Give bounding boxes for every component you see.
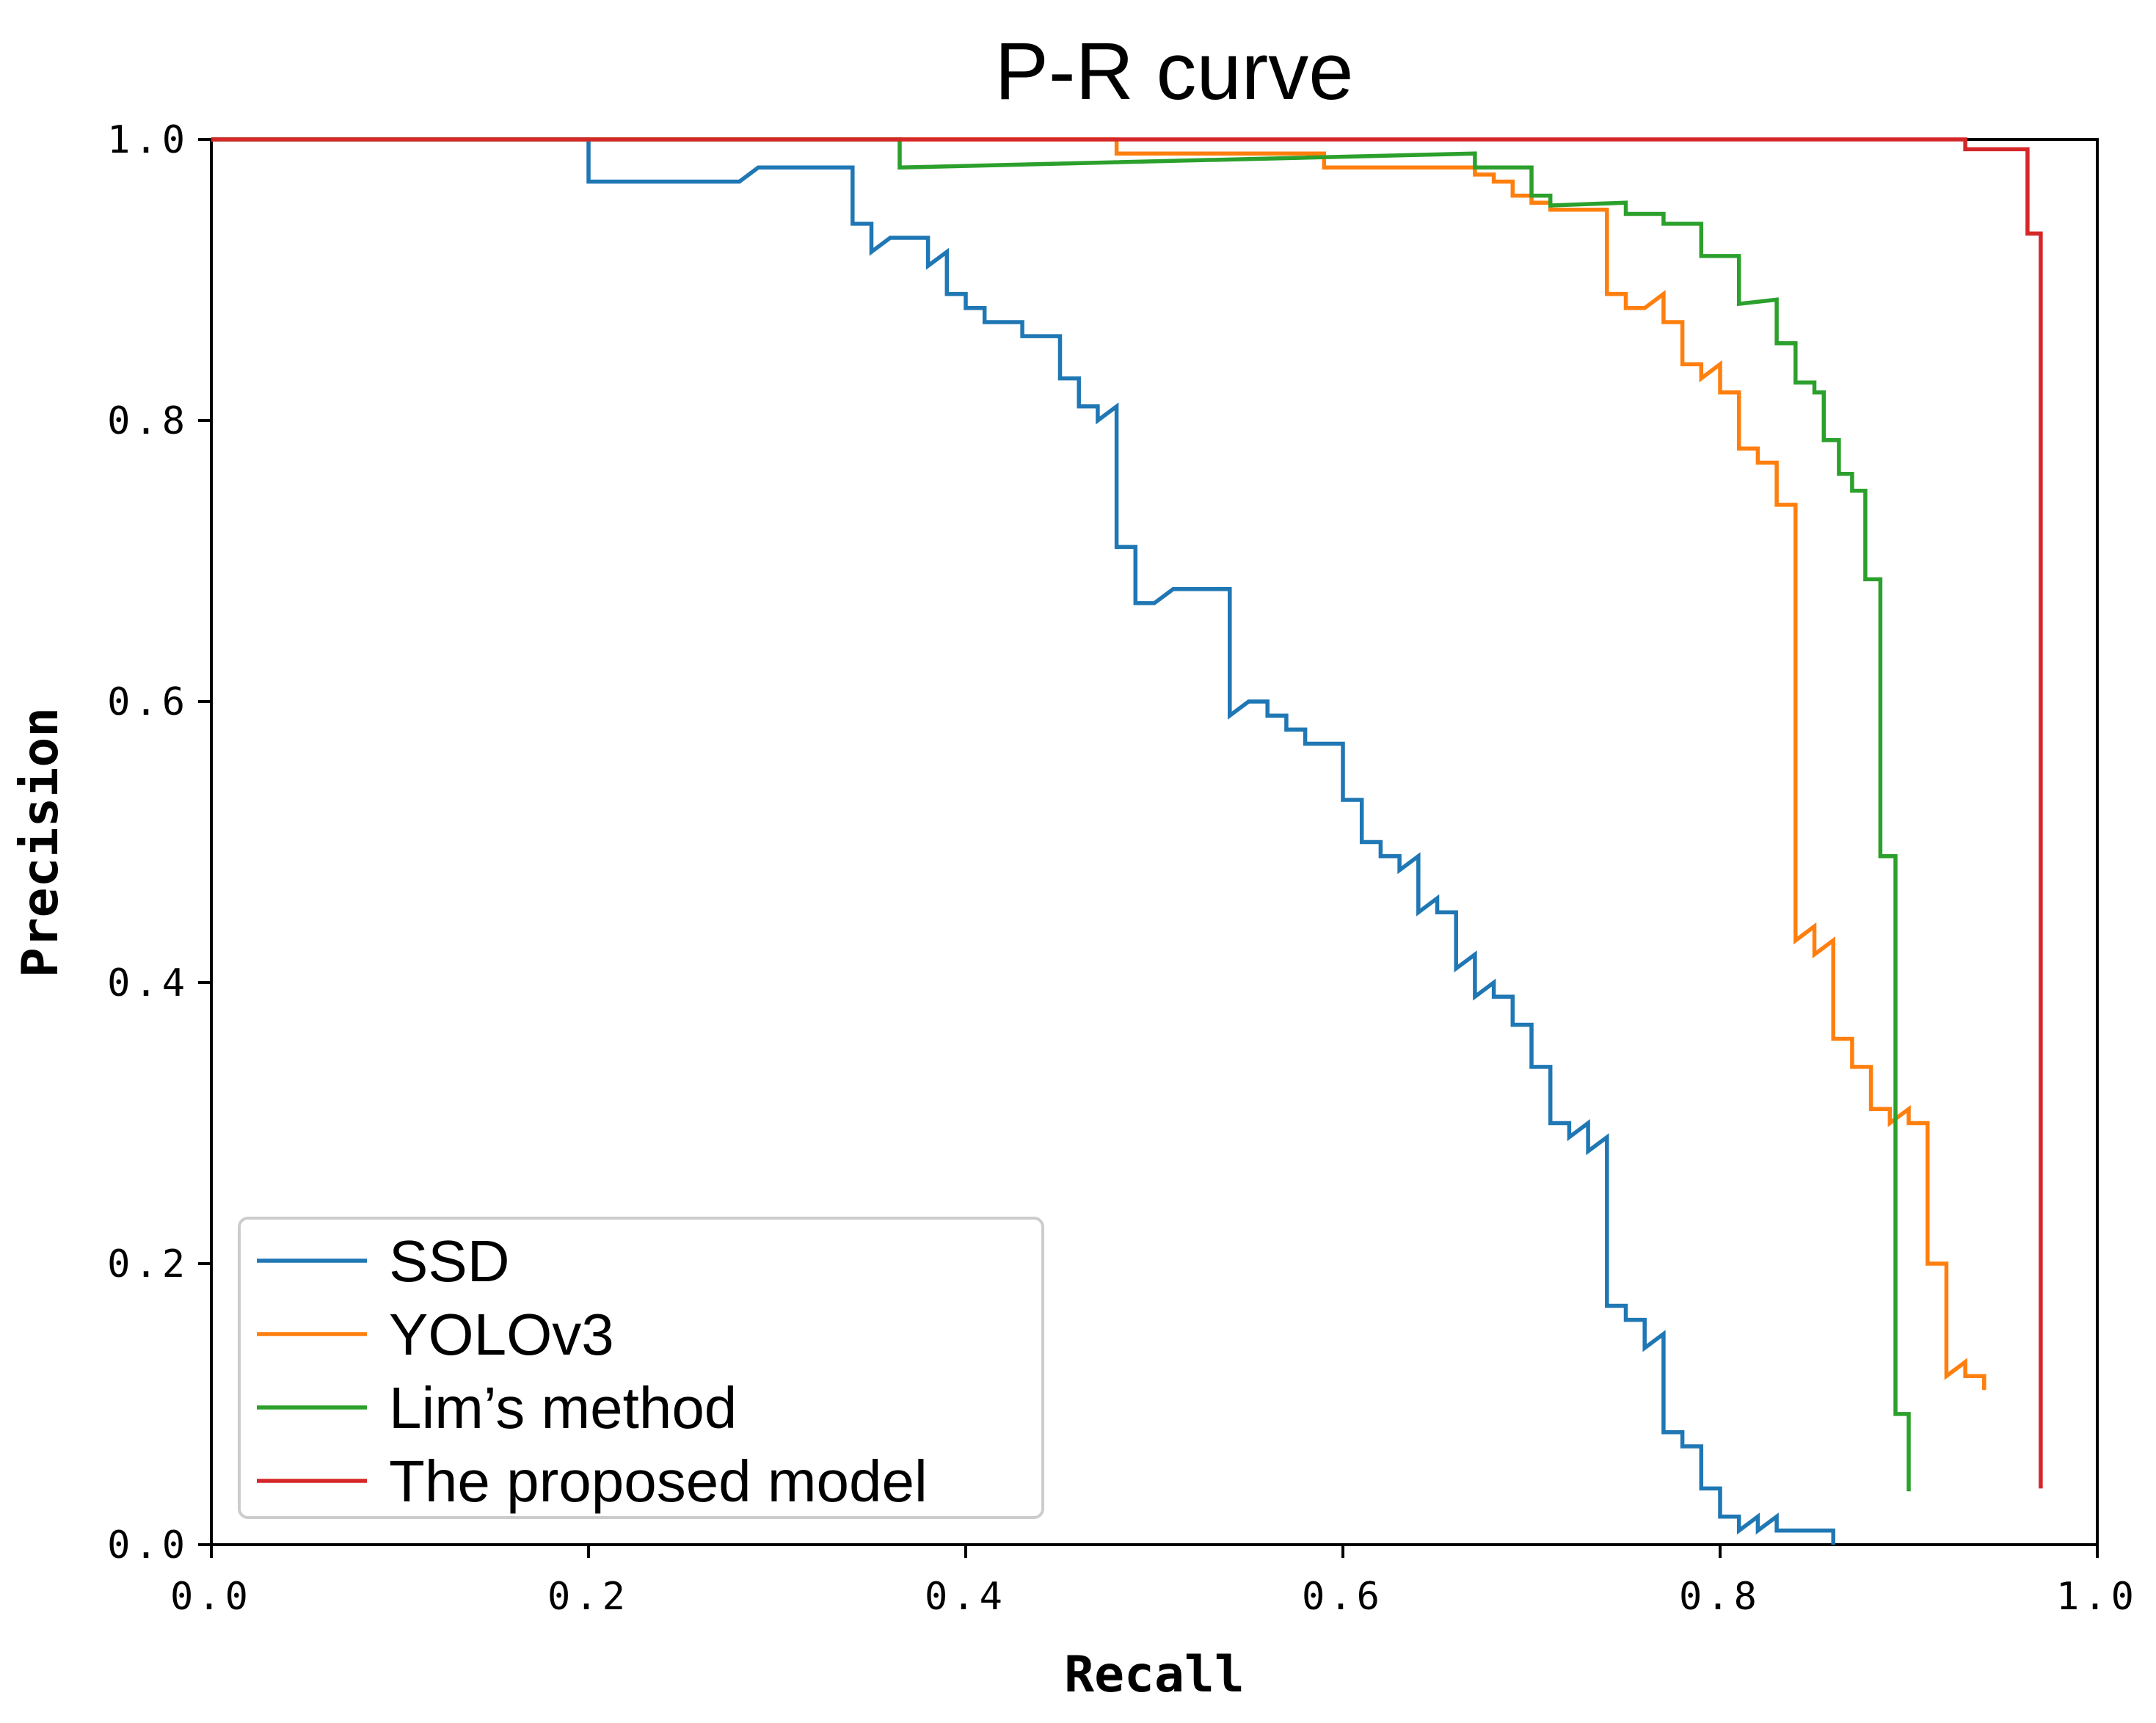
y-tick-label: 0.0 <box>107 1523 189 1567</box>
legend-box <box>238 1217 1044 1519</box>
y-tick-label: 0.4 <box>107 961 189 1005</box>
x-tick-label: 0.8 <box>1679 1575 1761 1619</box>
y-tick-label: 1.0 <box>107 118 189 162</box>
legend-label-ssd: SSD <box>389 1228 510 1294</box>
x-tick-label: 0.0 <box>170 1575 252 1619</box>
y-tick-label: 0.2 <box>107 1242 189 1286</box>
x-tick-label: 1.0 <box>2056 1575 2138 1619</box>
series-line-yolov3 <box>211 137 1986 1391</box>
x-tick-label: 0.6 <box>1302 1575 1384 1619</box>
x-tick-label: 0.4 <box>925 1575 1007 1619</box>
y-tick-label: 0.6 <box>107 680 189 724</box>
legend-label-lim-s-method: Lim’s method <box>389 1375 737 1440</box>
y-axis: 0.0 0.2 0.4 0.6 0.8 1.0 <box>107 118 211 1567</box>
series-line-the-proposed-model <box>211 137 2043 1489</box>
y-tick-label: 0.8 <box>107 399 189 443</box>
series-line-ssd <box>211 137 1835 1545</box>
legend-label-yolov3: YOLOv3 <box>389 1302 614 1367</box>
series-line-lim-s-method <box>211 137 1911 1492</box>
chart-title: P-R curve <box>995 26 1354 117</box>
y-axis-label: Precision <box>12 707 70 977</box>
series-layer <box>211 137 2043 1545</box>
legend-label-the-proposed-model: The proposed model <box>389 1449 928 1514</box>
legend-entries: SSD YOLOv3 Lim’s method The proposed model <box>257 1228 928 1514</box>
legend: SSD YOLOv3 Lim’s method The proposed model <box>238 1217 1044 1519</box>
x-axis: 0.0 0.2 0.4 0.6 0.8 1.0 <box>170 1545 2138 1619</box>
plot-area <box>210 137 2099 1546</box>
x-tick-label: 0.2 <box>547 1575 630 1619</box>
x-axis-label: Recall <box>1064 1646 1245 1704</box>
